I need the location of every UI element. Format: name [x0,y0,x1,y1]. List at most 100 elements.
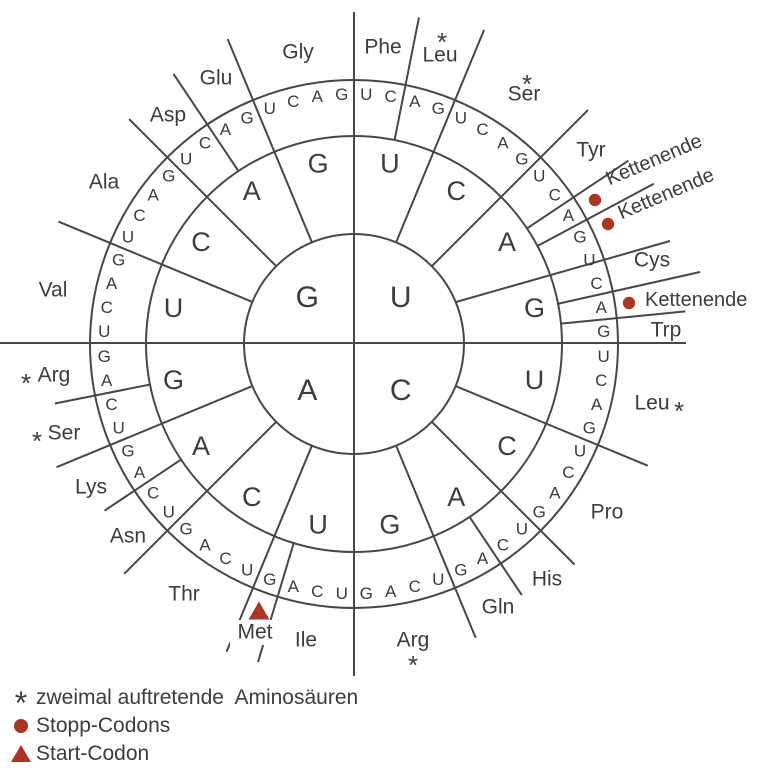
amino-acid-label: Asn [110,525,146,548]
third-base-letter: G [121,441,134,460]
third-base-letter: A [563,206,575,225]
third-base-letter: G [432,99,445,118]
third-base-letter: G [515,149,528,168]
sector-line [536,182,655,247]
third-base-letter: U [112,419,124,438]
third-base-letter: G [263,570,276,589]
amino-acid-label: Tyr [576,139,605,162]
legend-label-twice-occurring: zweimal auftretende Aminosäuren [36,685,359,709]
twice-occurring-asterisk: * [32,426,42,456]
sector-line [560,310,686,325]
amino-acid-label: Thr [168,583,200,606]
sector-line [431,109,589,267]
second-base-letter: U [164,293,184,323]
second-base-letter: G [524,293,545,323]
amino-acid-label: Ala [89,171,120,194]
start-codon-triangle-icon [6,745,36,762]
third-base-letter: U [455,109,467,128]
third-base-letter: G [240,109,253,128]
amino-acid-label: Pro [591,501,624,524]
sector-line [128,118,277,267]
second-base-letter: U [308,509,328,539]
third-base-letter: A [199,535,211,554]
third-base-letter: C [476,120,488,139]
amino-acid-label: Leu [422,44,457,67]
third-base-letter: C [595,371,607,390]
third-base-letter: U [264,99,276,118]
sector-line [225,445,313,653]
third-base-letter: G [454,560,467,579]
amino-acid-label: Gly [282,41,314,64]
sector-line [393,17,420,141]
third-base-letter: G [335,85,348,104]
twice-occurring-asterisk: * [408,650,418,680]
stop-codon-dot [622,296,636,310]
amino-acid-label: Arg [397,629,430,652]
asterisk-glyph: * [14,685,28,721]
sector-line [57,220,253,303]
third-base-letter: U [336,584,348,603]
legend-label-stop-codons: Stopp-Codons [36,713,171,737]
start-codon-triangle [248,601,270,620]
sector-line [123,421,277,575]
second-base-letter: G [379,509,400,539]
third-base-letter: U [432,570,444,589]
amino-acid-label: Val [39,279,68,302]
sector-line [431,421,576,566]
third-base-letter: U [180,149,192,168]
twice-occurring-asterisk: * [522,69,532,99]
third-base-letter: A [220,120,232,139]
twice-occurring-asterisk: * [674,396,684,426]
third-base-letter: C [101,298,113,317]
amino-acid-label: His [532,568,562,591]
sector-line [104,458,182,512]
amino-acid-label: Trp [651,319,682,342]
sector-line [468,516,523,596]
third-base-letter: C [385,87,397,106]
second-base-letter: C [191,227,211,257]
amino-acid-label: Ser [48,422,81,445]
sector-line [56,385,253,469]
first-base-letter: U [390,281,412,314]
third-base-letter: C [590,274,602,293]
third-base-letter: A [591,395,603,414]
third-base-letter: C [562,463,574,482]
third-base-letter: U [574,441,586,460]
sector-line [395,445,477,639]
third-base-letter: C [133,206,145,225]
third-base-letter: U [122,228,134,247]
twice-occurring-asterisk: * [437,27,447,57]
amino-acid-label: Ile [295,629,317,652]
third-base-letter: G [583,419,596,438]
first-base-letter: C [390,374,412,407]
dot-glyph [14,718,28,733]
second-base-letter: U [380,149,400,179]
first-base-letter: A [297,374,317,407]
third-base-letter: G [597,322,610,341]
third-base-letter: U [98,322,110,341]
sector-line [455,240,671,303]
third-base-letter: U [598,347,610,366]
amino-acid-label: Lys [75,476,107,499]
second-base-letter: A [243,176,261,206]
sector-line [226,38,313,243]
amino-acid-label: Asp [150,104,186,127]
third-base-letter: U [583,250,595,269]
second-base-letter: A [498,227,516,257]
third-base-letter: G [573,228,586,247]
third-base-letter: U [163,502,175,521]
legend-label-start-codon: Start-Codon [36,741,150,765]
triangle-glyph [11,745,31,762]
third-base-letter: U [360,85,372,104]
third-base-letter: A [134,463,146,482]
third-base-letter: G [112,250,125,269]
label-backdrop [230,620,280,645]
third-base-letter: C [219,549,231,568]
third-base-letter: A [106,274,118,293]
second-base-letter: C [242,482,262,512]
amino-acid-label: Arg [38,364,71,387]
stop-codon-dot-icon [6,718,36,733]
amino-acid-label: Glu [200,67,233,90]
third-base-letter: C [549,186,561,205]
